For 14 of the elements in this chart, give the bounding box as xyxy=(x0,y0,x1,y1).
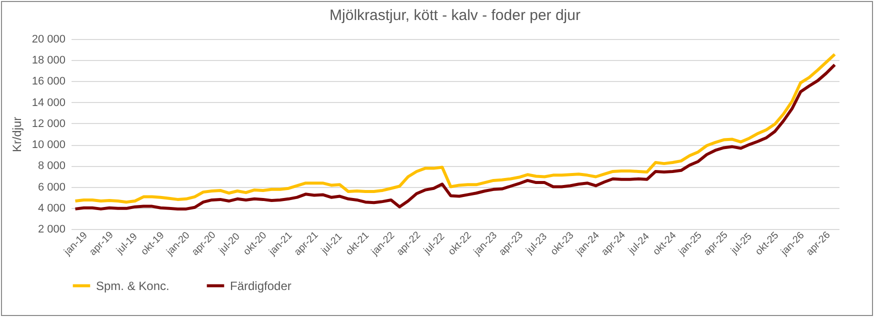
y-tick-label: 8 000 xyxy=(38,160,66,172)
y-tick-label: 20 000 xyxy=(32,34,66,46)
legend-label: Färdigfoder xyxy=(230,278,292,293)
y-tick-label: 16 000 xyxy=(32,76,66,88)
y-tick-label: 14 000 xyxy=(32,96,66,109)
y-tick-label: 18 000 xyxy=(32,54,66,67)
y-tick-label: 4 000 xyxy=(38,202,66,214)
y-tick-label: 12 000 xyxy=(32,118,66,130)
legend-label: Spm. & Konc. xyxy=(96,278,170,293)
y-tick-label: 6 000 xyxy=(38,181,66,194)
y-tick-label: 2 000 xyxy=(38,224,66,236)
y-axis-title: Kr/djur xyxy=(10,116,24,152)
y-tick-label: 10 000 xyxy=(32,139,66,152)
chart-title: Mjölkrastjur, kött - kalv - foder per djur xyxy=(330,7,580,24)
